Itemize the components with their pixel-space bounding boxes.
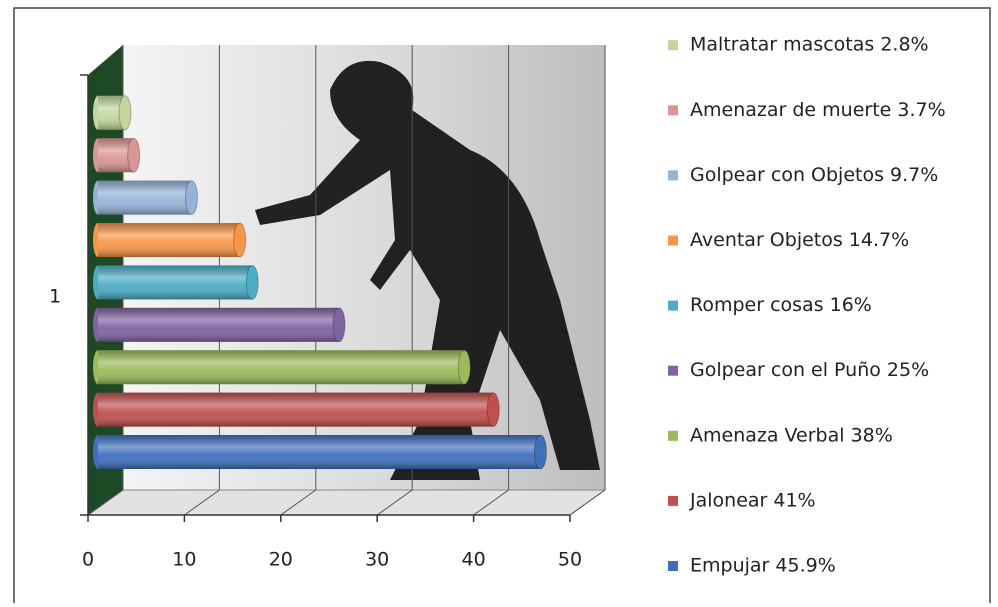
legend-label: Amenaza Verbal 38% xyxy=(690,424,893,446)
grid-line xyxy=(280,489,317,516)
legend-swatch xyxy=(668,365,678,376)
legend-label: Empujar 45.9% xyxy=(690,555,836,577)
bar-cap xyxy=(332,307,346,343)
bar-cap xyxy=(127,137,141,173)
bar-shade xyxy=(98,350,465,385)
legend-swatch xyxy=(668,430,678,441)
grid-line xyxy=(87,489,124,516)
x-tick-label: 10 xyxy=(172,549,196,571)
bar-cap xyxy=(245,264,259,300)
legend-swatch xyxy=(668,40,678,51)
legend-swatch xyxy=(668,170,678,181)
bar-cap xyxy=(118,95,132,131)
frame xyxy=(13,7,991,607)
bar-shade xyxy=(98,265,253,300)
bar-shade xyxy=(98,392,494,427)
floor xyxy=(86,489,607,516)
legend-label: Jalonear 41% xyxy=(689,489,816,511)
legend-label: Aventar Objetos 14.7% xyxy=(690,229,909,251)
grid-line xyxy=(473,489,509,516)
silhouette xyxy=(255,60,600,480)
x-tick-label: 50 xyxy=(558,549,582,571)
legend-label: Golpear con el Puño 25% xyxy=(690,359,929,381)
bar-cap xyxy=(233,222,247,258)
bar-shade xyxy=(98,223,240,257)
y-category-label: 1 xyxy=(49,286,61,308)
legend-swatch xyxy=(668,495,678,506)
bar-shade xyxy=(98,435,541,469)
bar-cap xyxy=(185,180,199,216)
legend-label: Maltratar mascotas 2.8% xyxy=(690,34,929,56)
legend-label: Amenazar de muerte 3.7% xyxy=(690,99,946,121)
bar-cap xyxy=(533,434,547,470)
bar-cap xyxy=(457,349,471,385)
bar-cap xyxy=(486,392,500,428)
grid-line xyxy=(184,489,220,516)
grid-line xyxy=(569,489,606,516)
x-tick-label: 30 xyxy=(365,549,389,571)
legend-swatch xyxy=(668,300,678,311)
legend-swatch xyxy=(668,235,678,246)
legend-label: Romper cosas 16% xyxy=(690,294,872,316)
x-tick-label: 0 xyxy=(82,549,94,571)
bar-shade xyxy=(98,180,192,215)
x-tick-label: 20 xyxy=(269,549,293,571)
legend-swatch xyxy=(668,561,678,571)
legend-swatch xyxy=(668,105,678,116)
legend-label: Golpear con Objetos 9.7% xyxy=(690,164,938,186)
bar-shade xyxy=(98,307,339,342)
grid-line xyxy=(376,489,413,516)
x-tick-label: 40 xyxy=(462,549,486,571)
